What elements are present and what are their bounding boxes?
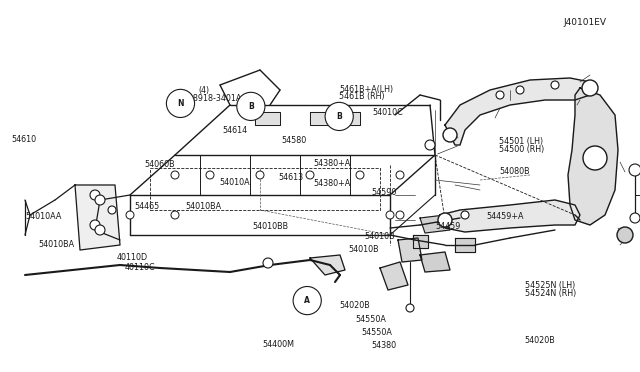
Text: 54380+A: 54380+A: [314, 179, 351, 188]
Text: 54020B: 54020B: [525, 336, 556, 345]
Text: 54524N (RH): 54524N (RH): [525, 289, 576, 298]
Text: 54010B: 54010B: [349, 245, 380, 254]
Polygon shape: [310, 255, 345, 275]
Text: 54590: 54590: [371, 188, 397, 197]
Circle shape: [95, 195, 105, 205]
Text: 54080B: 54080B: [499, 167, 530, 176]
Circle shape: [171, 211, 179, 219]
Circle shape: [263, 258, 273, 268]
Circle shape: [237, 92, 265, 121]
Text: J40101EV: J40101EV: [563, 18, 606, 27]
Circle shape: [126, 211, 134, 219]
Text: 54010B: 54010B: [365, 232, 396, 241]
Text: 54010C: 54010C: [372, 108, 403, 117]
Circle shape: [516, 86, 524, 94]
Text: 54400M: 54400M: [262, 340, 294, 349]
Text: N08918-3401A: N08918-3401A: [182, 94, 242, 103]
Text: 54500 (RH): 54500 (RH): [499, 145, 545, 154]
Text: B: B: [248, 102, 253, 111]
Text: 5461B (RH): 5461B (RH): [339, 92, 385, 101]
Polygon shape: [380, 262, 408, 290]
Text: 54010BB: 54010BB: [253, 222, 289, 231]
Circle shape: [166, 89, 195, 118]
Polygon shape: [420, 215, 450, 233]
Circle shape: [496, 91, 504, 99]
Text: B: B: [337, 112, 342, 121]
Text: (4): (4): [198, 86, 209, 95]
Text: 54010AA: 54010AA: [26, 212, 62, 221]
Text: 54501 (LH): 54501 (LH): [499, 137, 543, 146]
Polygon shape: [75, 185, 120, 250]
Polygon shape: [310, 112, 360, 125]
Text: 40110D: 40110D: [116, 253, 148, 262]
Text: 54060B: 54060B: [144, 160, 175, 169]
Circle shape: [551, 81, 559, 89]
Circle shape: [629, 164, 640, 176]
Circle shape: [396, 211, 404, 219]
Text: 54380: 54380: [371, 341, 396, 350]
Text: 54525N (LH): 54525N (LH): [525, 281, 575, 290]
Polygon shape: [420, 252, 450, 272]
Text: 54580: 54580: [282, 136, 307, 145]
Circle shape: [425, 140, 435, 150]
Circle shape: [90, 220, 100, 230]
Text: 54380+A: 54380+A: [314, 159, 351, 168]
Polygon shape: [445, 78, 590, 145]
Text: 54550A: 54550A: [362, 328, 392, 337]
Text: 54010A: 54010A: [219, 178, 250, 187]
Circle shape: [171, 171, 179, 179]
Polygon shape: [455, 238, 475, 252]
Circle shape: [95, 225, 105, 235]
Polygon shape: [568, 88, 618, 225]
Circle shape: [356, 171, 364, 179]
Circle shape: [461, 211, 469, 219]
Circle shape: [386, 211, 394, 219]
Polygon shape: [440, 200, 580, 232]
Text: 54020B: 54020B: [339, 301, 370, 310]
Text: 54550A: 54550A: [355, 315, 386, 324]
Text: 54459+A: 54459+A: [486, 212, 524, 221]
Text: A: A: [304, 296, 310, 305]
Polygon shape: [413, 235, 428, 248]
Text: 5461B+A(LH): 5461B+A(LH): [339, 85, 394, 94]
Circle shape: [443, 128, 457, 142]
Text: 54610: 54610: [12, 135, 36, 144]
Text: 54614: 54614: [223, 126, 248, 135]
Circle shape: [325, 102, 353, 131]
Circle shape: [206, 171, 214, 179]
Circle shape: [256, 171, 264, 179]
Text: 54459: 54459: [435, 222, 461, 231]
Text: 54010BA: 54010BA: [186, 202, 221, 211]
Text: 54465: 54465: [134, 202, 159, 211]
Text: N: N: [177, 99, 184, 108]
Circle shape: [306, 171, 314, 179]
Text: 54613: 54613: [278, 173, 303, 182]
Circle shape: [617, 227, 633, 243]
Circle shape: [406, 304, 414, 312]
Polygon shape: [398, 238, 422, 262]
Circle shape: [396, 171, 404, 179]
Circle shape: [630, 213, 640, 223]
Circle shape: [293, 286, 321, 315]
Circle shape: [438, 213, 452, 227]
Circle shape: [583, 146, 607, 170]
Circle shape: [582, 80, 598, 96]
Text: 40110C: 40110C: [125, 263, 156, 272]
Text: 54010BA: 54010BA: [38, 240, 74, 249]
Circle shape: [108, 206, 116, 214]
Polygon shape: [255, 112, 280, 125]
Circle shape: [90, 190, 100, 200]
